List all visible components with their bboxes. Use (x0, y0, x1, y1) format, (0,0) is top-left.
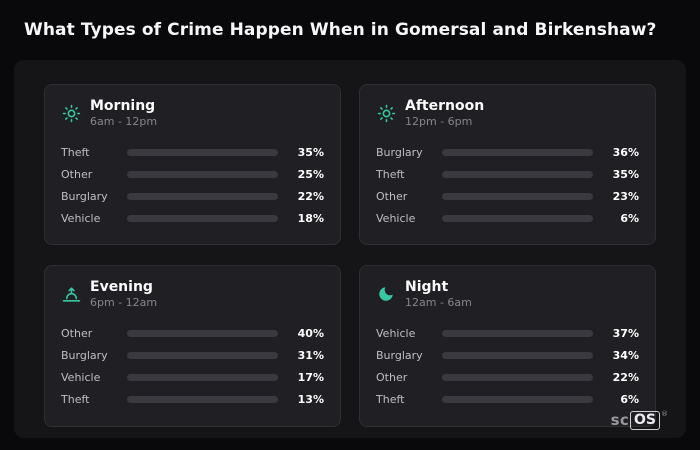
card-header: Night 12am - 6am (376, 279, 639, 309)
crime-percentage: 23% (612, 189, 639, 203)
bar-track (127, 192, 278, 200)
crime-label: Other (61, 327, 93, 341)
crime-row: Vehicle 18% (61, 207, 324, 229)
bar-track (127, 330, 278, 338)
crime-percentage: 22% (297, 189, 324, 203)
crime-percentage: 13% (297, 393, 324, 407)
crime-row: Vehicle 37% (376, 323, 639, 345)
time-card-night: Night 12am - 6am Vehicle 37% Burglary 34% Othe… (359, 265, 656, 427)
time-card-morning: Morning 6am - 12pm Theft 35% Other 25% Burglar… (44, 84, 341, 246)
card-heading: Afternoon 12pm - 6pm (405, 98, 484, 128)
crime-label: Other (376, 189, 408, 203)
crime-row: Vehicle 6% (376, 207, 639, 229)
crime-percentage: 17% (297, 371, 324, 385)
crime-percentage: 6% (620, 393, 639, 407)
sun-icon (61, 103, 81, 123)
crime-label: Other (61, 167, 93, 181)
crime-row: Other 25% (61, 163, 324, 185)
page-title: What Types of Crime Happen When in Gomer… (24, 20, 657, 40)
bar-track (127, 396, 278, 404)
crime-row: Theft 35% (376, 163, 639, 185)
bar-track (127, 170, 278, 178)
bar-track (442, 214, 593, 222)
bar-track (442, 396, 593, 404)
logo-text-os: OS (630, 411, 660, 430)
crime-label: Burglary (61, 189, 108, 203)
bar-track (127, 148, 278, 156)
crime-row: Theft 35% (61, 141, 324, 163)
card-header: Evening 6pm - 12am (61, 279, 324, 309)
crime-label: Vehicle (376, 327, 416, 341)
crime-row: Other 23% (376, 185, 639, 207)
bar-track (127, 352, 278, 360)
crime-label: Theft (376, 393, 405, 407)
card-header: Afternoon 12pm - 6pm (376, 98, 639, 128)
crime-label: Theft (61, 145, 90, 159)
time-range: 6am - 12pm (90, 115, 158, 129)
logo-text-sc: sc (610, 411, 630, 429)
time-of-day-title: Evening (90, 279, 153, 296)
card-heading: Night 12am - 6am (405, 279, 472, 309)
crime-row: Burglary 31% (61, 345, 324, 367)
crime-label: Burglary (376, 145, 423, 159)
crime-percentage: 40% (297, 327, 324, 341)
crime-row: Burglary 36% (376, 141, 639, 163)
bar-track (127, 374, 278, 382)
crime-percentage: 35% (612, 167, 639, 181)
sun-icon (376, 103, 396, 123)
crime-label: Theft (61, 393, 90, 407)
sunset-icon (61, 284, 81, 304)
bar-track (442, 374, 593, 382)
crime-label: Burglary (61, 349, 108, 363)
crime-percentage: 22% (612, 371, 639, 385)
crime-label: Other (376, 371, 408, 385)
time-range: 12pm - 6pm (405, 115, 473, 129)
crime-label: Theft (376, 167, 405, 181)
time-of-day-title: Afternoon (405, 98, 485, 114)
cards-grid: Morning 6am - 12pm Theft 35% Other 25% Burglar… (44, 84, 656, 427)
time-card-afternoon: Afternoon 12pm - 6pm Burglary 36% Theft 35% Ot… (359, 84, 656, 246)
crime-label: Vehicle (61, 371, 101, 385)
logo-registered-mark: ® (661, 410, 668, 418)
bar-track (442, 192, 593, 200)
card-heading: Evening 6pm - 12am (90, 279, 157, 309)
crime-percentage: 25% (297, 167, 324, 181)
bar-track (442, 352, 593, 360)
crime-percentage: 34% (612, 349, 639, 363)
crime-percentage: 37% (612, 327, 639, 341)
bar-track (442, 148, 593, 156)
crime-label: Vehicle (61, 211, 101, 225)
bar-track (442, 170, 593, 178)
scos-logo: sc OS ® (611, 411, 668, 430)
crime-row: Burglary 22% (61, 185, 324, 207)
crime-percentage: 36% (612, 145, 639, 159)
bar-track (127, 214, 278, 222)
crime-label: Burglary (376, 349, 423, 363)
bar-track (442, 330, 593, 338)
crime-row: Theft 6% (376, 389, 639, 411)
moon-icon (376, 284, 396, 304)
crime-percentage: 31% (297, 349, 324, 363)
card-heading: Morning 6am - 12pm (90, 98, 157, 128)
crime-percentage: 35% (297, 145, 324, 159)
card-header: Morning 6am - 12pm (61, 98, 324, 128)
crime-percentage: 18% (297, 211, 324, 225)
time-of-day-title: Night (405, 279, 449, 296)
crime-row: Vehicle 17% (61, 367, 324, 389)
time-range: 12am - 6am (405, 296, 472, 310)
time-of-day-title: Morning (90, 98, 156, 114)
crime-row: Theft 13% (61, 389, 324, 411)
time-card-evening: Evening 6pm - 12am Other 40% Burglary 31% Vehi… (44, 265, 341, 427)
crime-percentage: 6% (620, 211, 639, 225)
crime-row: Other 40% (61, 323, 324, 345)
crime-label: Vehicle (376, 211, 416, 225)
dashboard-panel: Morning 6am - 12pm Theft 35% Other 25% Burglar… (14, 60, 686, 438)
crime-row: Other 22% (376, 367, 639, 389)
time-range: 6pm - 12am (90, 296, 158, 310)
crime-row: Burglary 34% (376, 345, 639, 367)
